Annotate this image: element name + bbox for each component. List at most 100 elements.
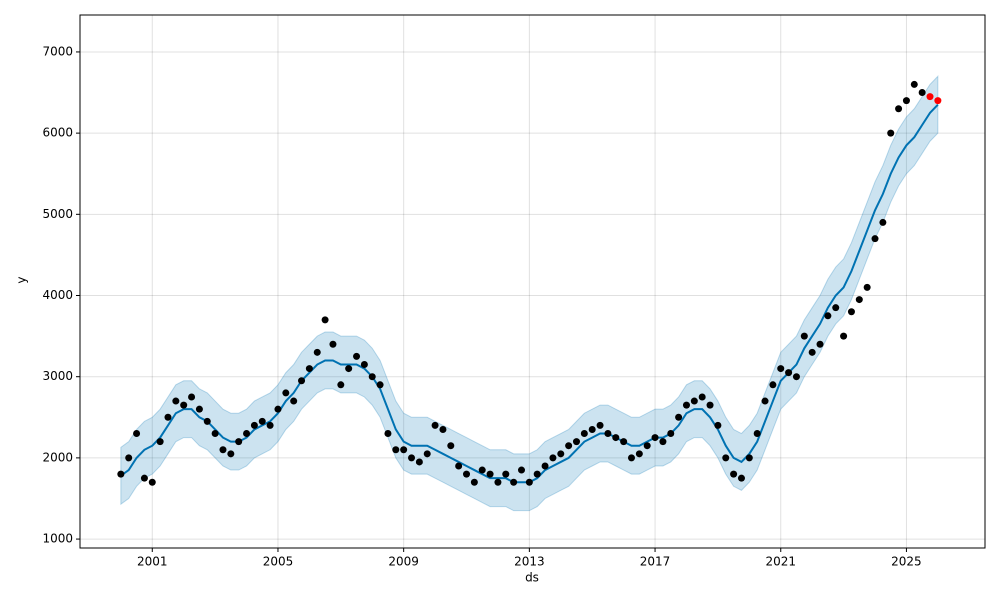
- data-point: [195, 405, 203, 413]
- data-point: [376, 381, 384, 389]
- data-point: [140, 474, 148, 482]
- data-point: [722, 454, 730, 462]
- data-point: [910, 80, 918, 88]
- data-point: [832, 304, 840, 312]
- data-point: [565, 442, 573, 450]
- data-point: [855, 296, 863, 304]
- data-point: [557, 450, 565, 458]
- data-point: [392, 446, 400, 454]
- data-point: [400, 446, 408, 454]
- data-point: [180, 401, 188, 409]
- data-point: [651, 434, 659, 442]
- y-tick-label: 1000: [42, 532, 73, 546]
- y-tick-label: 6000: [42, 126, 73, 140]
- data-point: [643, 442, 651, 450]
- data-point: [926, 93, 934, 101]
- data-point: [188, 393, 196, 401]
- data-point: [620, 438, 628, 446]
- data-point: [682, 401, 690, 409]
- data-point: [117, 470, 125, 478]
- data-point: [250, 421, 258, 429]
- data-point: [934, 97, 942, 105]
- data-point: [808, 348, 816, 356]
- data-point: [847, 308, 855, 316]
- data-point: [305, 365, 313, 373]
- data-point: [282, 389, 290, 397]
- data-point: [219, 446, 227, 454]
- data-point: [800, 332, 808, 340]
- data-point: [156, 438, 164, 446]
- data-point: [572, 438, 580, 446]
- y-tick-label: 7000: [42, 44, 73, 58]
- data-point: [777, 365, 785, 373]
- data-point: [596, 421, 604, 429]
- data-point: [329, 340, 337, 348]
- data-point: [549, 454, 557, 462]
- plot-frame: [79, 14, 986, 549]
- data-point: [667, 430, 675, 438]
- data-point: [525, 478, 533, 486]
- data-point: [769, 381, 777, 389]
- data-point: [172, 397, 180, 405]
- data-point: [321, 316, 329, 324]
- data-point: [455, 462, 463, 470]
- data-point: [494, 478, 502, 486]
- data-point: [423, 450, 431, 458]
- data-point: [510, 478, 518, 486]
- data-point: [266, 421, 274, 429]
- data-point: [203, 417, 211, 425]
- y-tick-label: 3000: [42, 369, 73, 383]
- data-point: [478, 466, 486, 474]
- data-point: [431, 421, 439, 429]
- data-point: [463, 470, 471, 478]
- data-point: [604, 430, 612, 438]
- data-point: [895, 105, 903, 113]
- data-point: [840, 332, 848, 340]
- data-point: [415, 458, 423, 466]
- x-tick-label: 2013: [514, 555, 545, 569]
- data-point: [227, 450, 235, 458]
- data-point: [871, 235, 879, 243]
- x-tick-label: 2025: [891, 555, 922, 569]
- data-point: [690, 397, 698, 405]
- data-point: [368, 373, 376, 381]
- data-point: [353, 352, 361, 360]
- data-point: [439, 425, 447, 433]
- y-tick-label: 5000: [42, 207, 73, 221]
- data-point: [360, 361, 368, 369]
- data-point: [588, 425, 596, 433]
- data-point: [902, 97, 910, 105]
- x-tick-label: 2009: [388, 555, 419, 569]
- y-axis-label: y: [15, 276, 29, 283]
- data-point: [470, 478, 478, 486]
- data-point: [792, 373, 800, 381]
- x-tick-label: 2005: [263, 555, 294, 569]
- x-tick-label: 2021: [765, 555, 796, 569]
- data-point: [533, 470, 541, 478]
- data-point: [345, 365, 353, 373]
- data-point: [737, 474, 745, 482]
- data-point: [408, 454, 416, 462]
- data-point: [243, 430, 251, 438]
- data-point: [659, 438, 667, 446]
- data-point: [761, 397, 769, 405]
- data-point: [384, 430, 392, 438]
- data-point: [148, 478, 156, 486]
- data-point: [541, 462, 549, 470]
- data-point: [753, 430, 761, 438]
- data-point: [635, 450, 643, 458]
- data-point: [313, 348, 321, 356]
- data-point: [580, 430, 588, 438]
- data-point: [235, 438, 243, 446]
- data-point: [164, 413, 172, 421]
- data-point: [447, 442, 455, 450]
- data-point: [824, 312, 832, 320]
- data-point: [675, 413, 683, 421]
- data-point: [258, 417, 266, 425]
- y-tick-label: 2000: [42, 450, 73, 464]
- data-point: [211, 430, 219, 438]
- data-point: [745, 454, 753, 462]
- data-point: [887, 129, 895, 137]
- data-point: [730, 470, 738, 478]
